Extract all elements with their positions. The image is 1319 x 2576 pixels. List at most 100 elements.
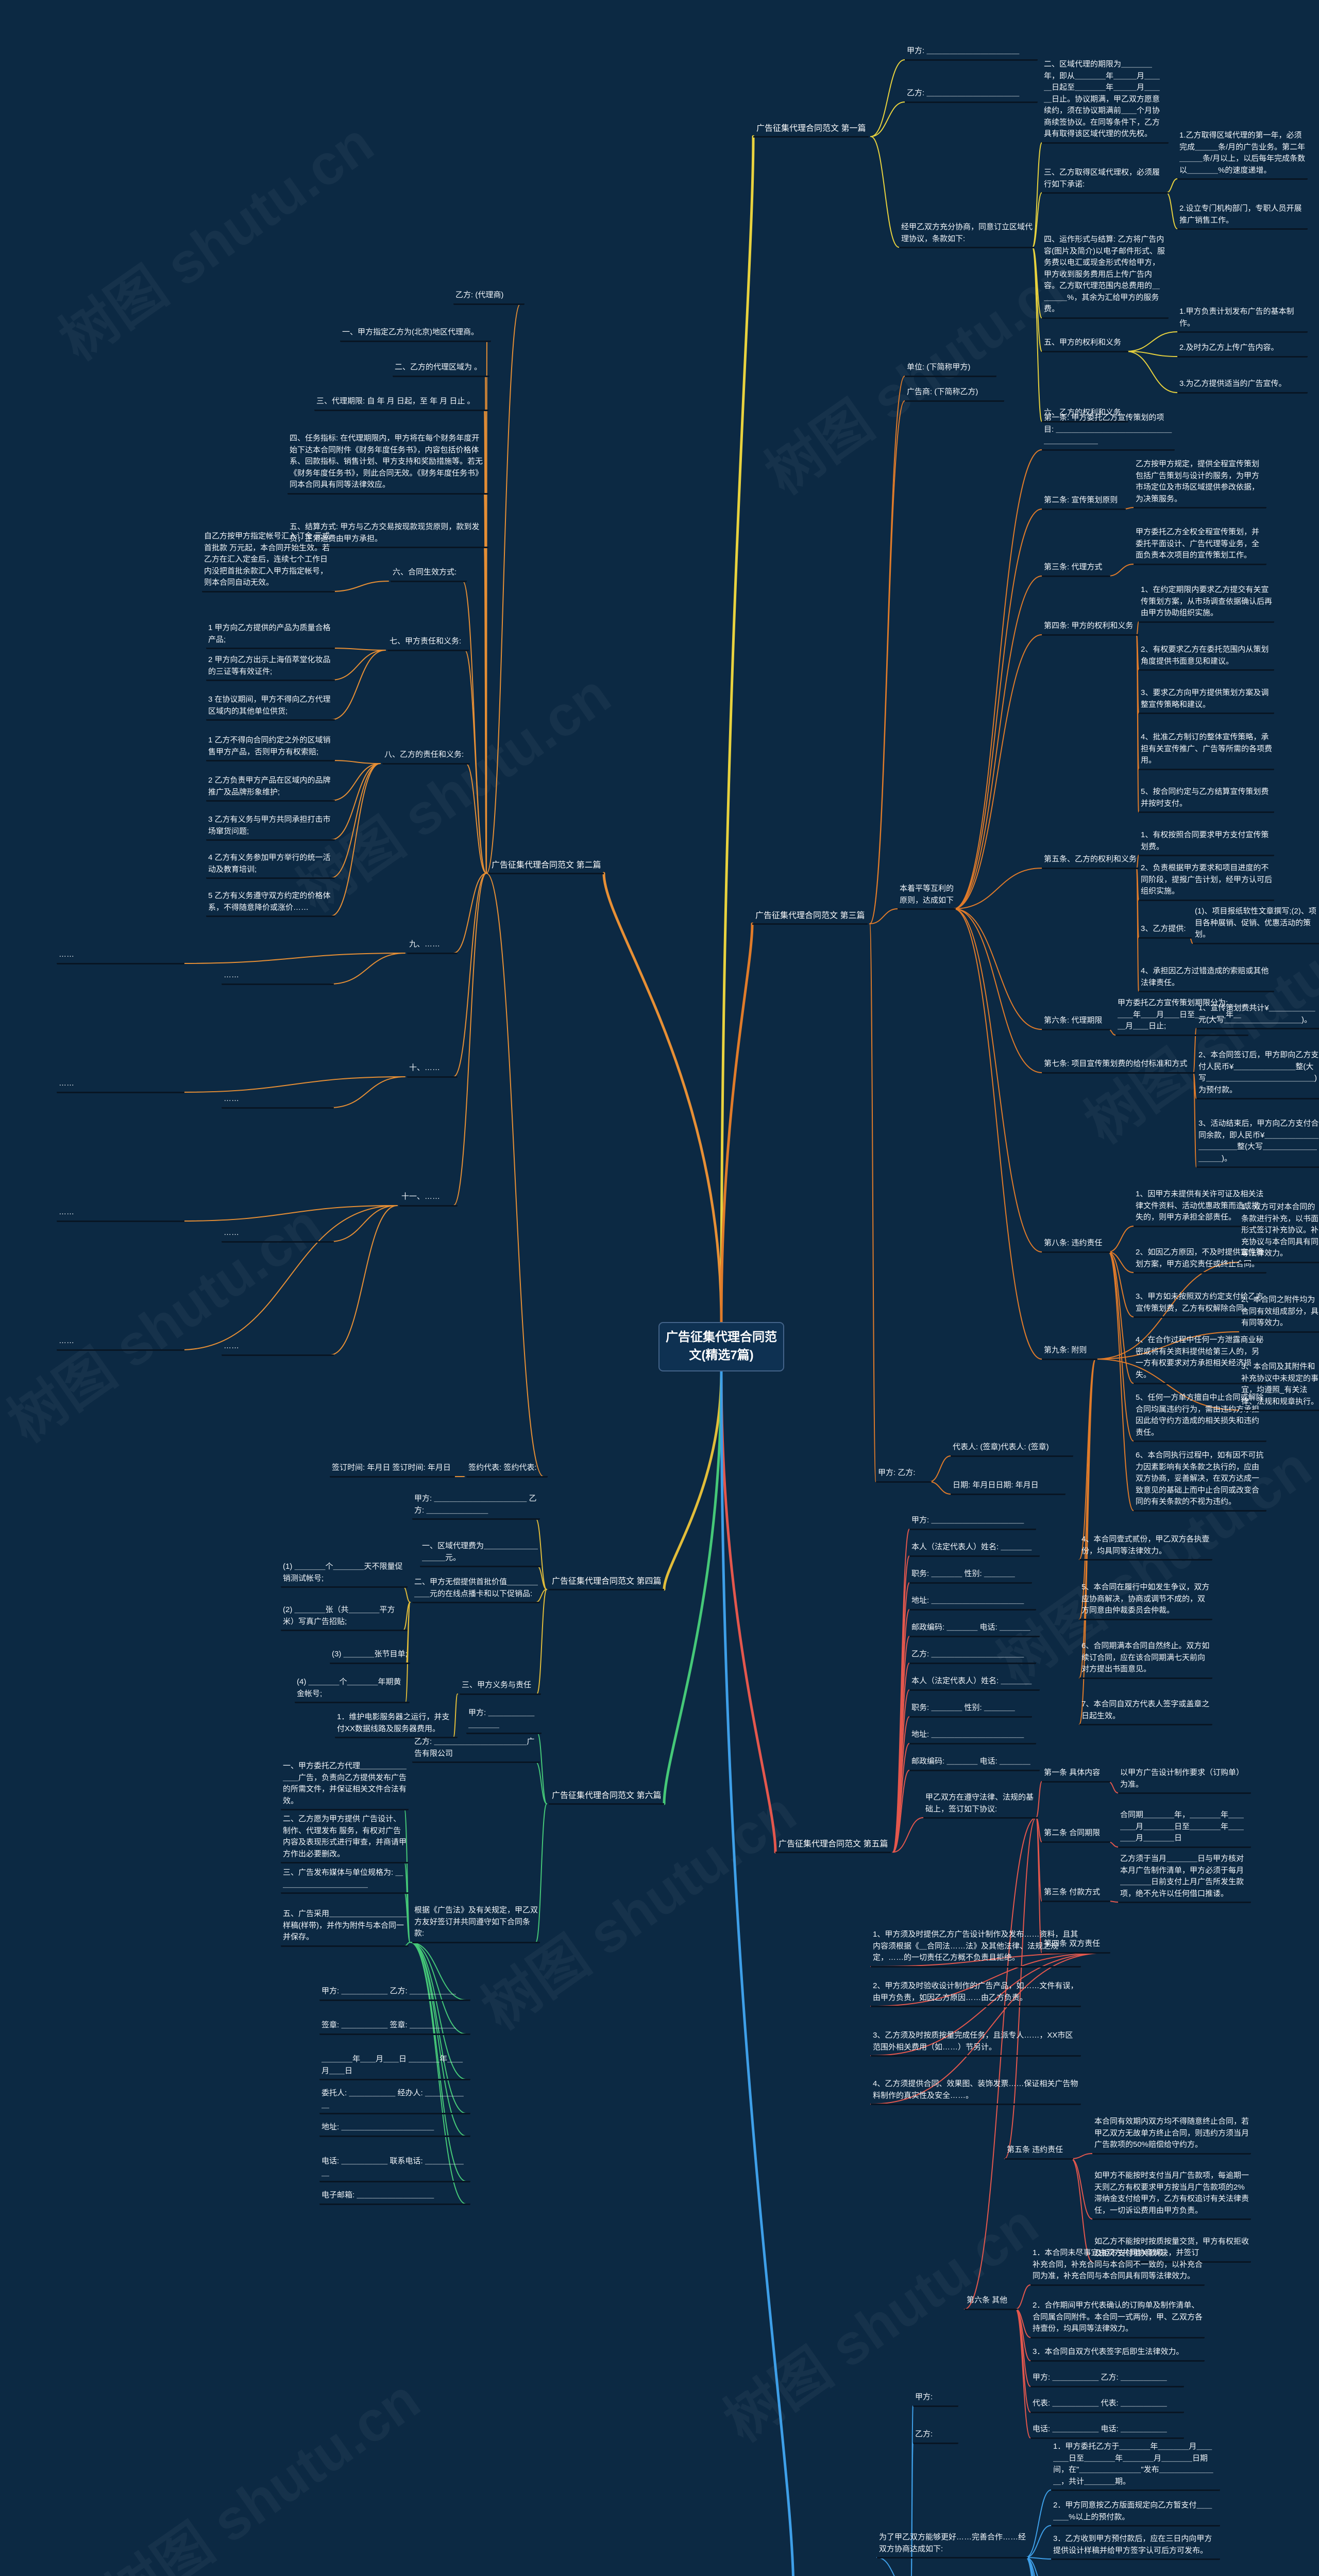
topic-node[interactable]: 四、运作形式与结算: 乙方将广告内容(图片及简介)以电子邮件形式、服务费以电汇或… [1042,233,1169,319]
topic-node[interactable]: 第七条: 项目宣传策划费的给付标准和方式 [1042,1057,1195,1074]
topic-node[interactable]: 2 乙方负责甲方产品在区域内的品牌推广及品牌形象维护; [206,774,335,802]
topic-node[interactable]: 代表人: (签章)代表人: (签章) [951,1440,1073,1457]
topic-node[interactable]: 甲方: ＿＿＿＿＿＿ 乙方: ＿＿＿＿＿＿ [319,1985,470,2001]
topic-node[interactable]: 第八条: 违约责任 [1042,1236,1110,1253]
topic-node[interactable]: 单位: (下简称甲方) [905,361,996,377]
topic-node[interactable]: 本合同有效期内双方均不得随意终止合同，若甲乙双方无故单方终止合同，则违约方须当月… [1092,2115,1251,2155]
topic-node[interactable]: 第一条: 甲方委托乙方宣传策划的项目: ＿＿＿＿＿＿＿＿＿＿＿＿＿＿＿＿＿＿＿＿… [1042,411,1175,451]
topic-node[interactable]: 第三条 付款方式 [1042,1886,1110,1902]
topic-node[interactable]: 电话: ＿＿＿＿＿＿ 联系电话: ＿＿＿＿＿＿ [319,2155,470,2182]
topic-node[interactable]: 第五条 违约责任 [1005,2143,1073,2160]
topic-node[interactable]: 二、区域代理的期限为＿＿＿＿年，即从＿＿＿＿年＿＿＿月＿＿＿日起至＿＿＿＿年＿＿… [1042,58,1169,144]
topic-node[interactable]: 广告商: (下简称乙方) [905,385,1004,402]
topic-node[interactable]: 乙方按甲方规定，提供全程宣传策划包括广告策划与设计的服务，为甲方市场定位及市场区… [1134,457,1266,509]
topic-node[interactable]: (2) ＿＿＿＿张（共＿＿＿＿平方米）写真广告招贴; [281,1603,408,1631]
topic-node[interactable]: 甲方: ＿＿＿＿＿＿＿＿＿＿＿＿ [909,1514,1036,1530]
topic-node[interactable]: 4、承担因乙方过错造成的索赔或其他法律责任。 [1139,964,1274,992]
topic-node[interactable]: 十一、…… [399,1190,458,1207]
topic-node[interactable]: 为了甲乙双方能够更好……完善合作……经双方协商达成如下: [877,2531,1028,2558]
topic-node[interactable]: 4、本合同壹式贰份，甲乙双方各执壹份，均具同等法律效力。 [1079,1533,1212,1561]
topic-node[interactable]: 第二条: 宣传策划原则 [1042,494,1126,510]
topic-node[interactable]: 邮政编码: ＿＿＿＿ 电话: ＿＿＿＿ [909,1621,1040,1637]
topic-node[interactable]: 3 在协议期间，甲方不得向乙方代理区域内的其他单位供货; [206,693,335,721]
topic-node[interactable]: 职务: ＿＿＿＿ 性别: ＿＿＿＿ [909,1567,1032,1584]
topic-node[interactable]: 2、本合同之附件均为合同有效组成部分，具有同等效力。 [1239,1293,1319,1333]
topic-node[interactable]: 地址: ＿＿＿＿＿＿＿＿＿＿＿＿ [909,1728,1036,1744]
topic-node[interactable]: 4、批准乙方制订的整体宣传策略，承担有关宣传推广、广告等所需的各项费用。 [1139,731,1274,770]
topic-node[interactable]: 一、甲方委托乙方代理＿＿＿＿＿＿＿＿广告，负责向乙方提供发布广告的所需文件，并保… [281,1759,409,1810]
topic-node[interactable]: 五、结算方式: 甲方与乙方交易按现款现货原则，款到发货，正常运费由甲方承担。 [288,520,488,548]
topic-node[interactable]: 3、活动结束后，甲方向乙方支付合同余款，即人民币¥＿＿＿＿＿＿＿＿＿＿＿＿整(大… [1196,1117,1319,1168]
topic-node[interactable]: …… [222,969,334,985]
topic-node[interactable]: 4．如若由甲方提供样稿，乙方经审核无违反相关法规政策时，由甲方签字后即可发布。 [1051,2574,1220,2576]
topic-node[interactable]: …… [57,1334,184,1351]
topic-node[interactable]: 3、乙方提供: [1139,922,1192,939]
topic-node[interactable]: 地址: ＿＿＿＿＿＿＿＿＿＿＿＿ [319,2121,470,2137]
topic-node[interactable]: 甲方委托乙方全权全程宣传策划，并委托平面设计、广告代理等业务，全面负责本次项目的… [1134,526,1266,565]
topic-node[interactable]: 职务: ＿＿＿＿ 性别: ＿＿＿＿ [909,1701,1032,1718]
topic-node[interactable]: 本人（法定代表人）姓名: ＿＿＿＿ [909,1674,1040,1691]
topic-node[interactable]: 6、本合同执行过程中，如有因不可抗力因素影响有关条款之执行的，应由双方协商，妥善… [1134,1449,1266,1512]
topic-node[interactable]: 甲方: 乙方: [876,1466,932,1483]
topic-node[interactable]: 乙方须于当月＿＿＿＿日与甲方核对本月广告制作清单，甲方必须于每月＿＿＿＿日前支付… [1118,1852,1251,1903]
topic-node[interactable]: 4、乙方须提供合同、效果图、装饰发票……保证相关广告物料制作的真实性及安全……。 [871,2077,1081,2105]
topic-node[interactable]: 第六条 其他 [965,2294,1018,2310]
branch-label-b5[interactable]: 广告征集代理合同范文 第五篇 [775,1835,891,1853]
topic-node[interactable]: 1、甲方须及时提供乙方广告设计制作及发布……资料，且其内容须根据《＿合同法……法… [871,1928,1081,1968]
topic-node[interactable]: 甲方: ＿＿＿＿＿＿ 乙方: ＿＿＿＿＿＿ [1030,2371,1184,2387]
topic-node[interactable]: 六、乙方的权利和义务 [1042,406,1128,422]
topic-node[interactable]: 七、甲方责任和义务: [387,635,469,651]
topic-node[interactable]: 二、乙方愿为甲方提供 广告设计、制作、代理发布 服务，有权对广告内容及表现形式进… [281,1812,409,1863]
topic-node[interactable]: 三、甲方义务与责任 [460,1679,541,1695]
topic-node[interactable]: 3、乙方须及时按质按量完成任务，且派专人……，XX市区范围外相关费用（如……）节… [871,2029,1081,2057]
topic-node[interactable]: 三、广告发布媒体与单位规格为: ＿＿＿＿＿＿＿＿＿＿＿＿ [281,1866,409,1894]
topic-node[interactable]: 甲方: [913,2391,958,2407]
topic-node[interactable]: 1、双方可对本合同的条款进行补充，以书面形式签订补充协议。补充协议与本合同具有同… [1239,1200,1319,1263]
topic-node[interactable]: 2、有权要求乙方在委托范围内从策划角度提供书面意见和建议。 [1139,643,1274,671]
topic-node[interactable]: 五、甲方的权利和义务 [1042,336,1128,352]
topic-node[interactable]: 4、在合作过程中任何一方泄露商业秘密或将有关资料提供给第三人的，另一方有权要求对… [1134,1333,1266,1384]
topic-node[interactable]: 3、甲方如未按照双方约定支付给乙方宣传策划费，乙方有权解除合同。 [1134,1290,1266,1318]
topic-node[interactable]: 本人（法定代表人）姓名: ＿＿＿＿ [909,1540,1040,1557]
topic-node[interactable]: (1) ＿＿＿＿个＿＿＿＿天不限量促销测试帐号; [281,1560,408,1588]
topic-node[interactable]: 4 乙方有义务参加甲方举行的统一活动及教育培训; [206,851,335,879]
topic-node[interactable]: 1、宣传策划费共计¥＿＿＿＿＿＿元(大写＿＿＿＿＿＿＿＿＿＿)。 [1196,1002,1319,1029]
topic-node[interactable]: 电子邮箱: ＿＿＿＿＿＿＿＿＿＿ [319,2189,470,2205]
topic-node[interactable]: 1．维护电影服务器之运行，并支付XX数据线路及服务器费用。 [335,1710,458,1738]
topic-node[interactable]: 四、任务指标: 在代理期限内，甲方将在每个财务年度开始下达本合同附件《财务年度任… [288,432,488,495]
topic-node[interactable]: 1．甲方委托乙方于＿＿＿＿年＿＿＿＿月＿＿＿＿日至＿＿＿＿年＿＿＿＿月＿＿＿＿日… [1051,2440,1220,2491]
topic-node[interactable]: 3 乙方有义务与甲方共同承担打击市场窜货问题; [206,813,335,841]
topic-node[interactable]: 如甲方不能按时支付当月广告款项，每逾期一天则乙方有权要求甲方按当月广告款项的2%… [1092,2169,1251,2220]
topic-node[interactable]: 5、本合同在履行中如发生争议，双方应协商解决，协商或调节不成的，双方同意由仲裁委… [1079,1581,1212,1620]
topic-node[interactable]: 第二条 合同期限 [1042,1826,1110,1843]
topic-node[interactable]: 九、…… [407,938,458,954]
topic-node[interactable]: 6、合同期满本合同自然终止。双方如续订合同，应在该合同期满七天前向对方提出书面意… [1079,1639,1212,1679]
topic-node[interactable]: 八、乙方的责任和义务: [382,748,470,765]
topic-node[interactable]: 邮政编码: ＿＿＿＿ 电话: ＿＿＿＿ [909,1755,1040,1771]
topic-node[interactable]: 3、本合同及其附件和补充协议中未规定的事宜，均遵照_有关法律、法规和规章执行。 [1239,1360,1319,1411]
topic-node[interactable]: 乙方: [913,2428,958,2444]
topic-node[interactable]: 7、本合同自双方代表人签字或盖章之日起生效。 [1079,1698,1212,1725]
topic-node[interactable]: 电话: ＿＿＿＿＿＿ 电话: ＿＿＿＿＿＿ [1030,2422,1184,2439]
topic-node[interactable]: 1、有权按照合同要求甲方支付宣传策划费。 [1139,828,1274,856]
branch-label-b6[interactable]: 广告征集代理合同范文 第六篇 [549,1787,665,1805]
topic-node[interactable]: 经甲乙双方充分协商，同意订立区域代理协议，条款如下: [899,221,1035,248]
topic-node[interactable]: 1、在约定期限内要求乙方提交有关宣传策划方案，从市场调查依据确认后再由甲方协助组… [1139,583,1274,623]
topic-node[interactable]: 合同期＿＿＿＿年，＿＿＿＿年＿＿＿＿月＿＿＿＿日至＿＿＿＿年＿＿＿＿月＿＿＿＿日 [1118,1808,1251,1848]
topic-node[interactable]: 甲方: ＿＿＿＿＿＿＿＿＿＿＿＿ [905,44,1038,61]
topic-node[interactable]: 第三条: 代理方式 [1042,561,1110,577]
topic-node[interactable]: 甲乙双方在遵守法律、法规的基础上，签订如下协议: [923,1791,1038,1819]
topic-node[interactable]: 第六条: 代理期限 [1042,1014,1110,1030]
topic-node[interactable]: 第四条: 甲方的权利和义务 [1042,619,1139,636]
topic-node[interactable]: 十、…… [407,1061,458,1078]
topic-node[interactable]: 1 乙方不得向合同约定之外的区域销售甲方产品，否则甲方有权索赔; [206,734,335,761]
topic-node[interactable]: 3．乙方收到甲方预付款后，应在三日内向甲方提供设计样稿并给甲方签字认可后方可发布… [1051,2532,1220,2560]
topic-node[interactable]: 签订时间: 年月日 签订时间: 年月日 [330,1461,455,1478]
topic-node[interactable]: …… [222,1226,334,1243]
branch-label-b2[interactable]: 广告征集代理合同范文 第二篇 [488,856,604,874]
topic-node[interactable]: (3) ＿＿＿＿张节目单; [330,1648,410,1664]
topic-node[interactable]: 本着平等互利的原则，达成如下 [898,882,956,910]
topic-node[interactable]: 如乙方不能按时按质按量交货，甲方有权拒收及拒不支付相关款项。 [1092,2235,1251,2263]
topic-node[interactable]: 三、乙方取得区域代理权，必须履行如下承诺: [1042,166,1169,194]
topic-node[interactable]: 3．本合同自双方代表签字后即生法律效力。 [1030,2345,1205,2362]
